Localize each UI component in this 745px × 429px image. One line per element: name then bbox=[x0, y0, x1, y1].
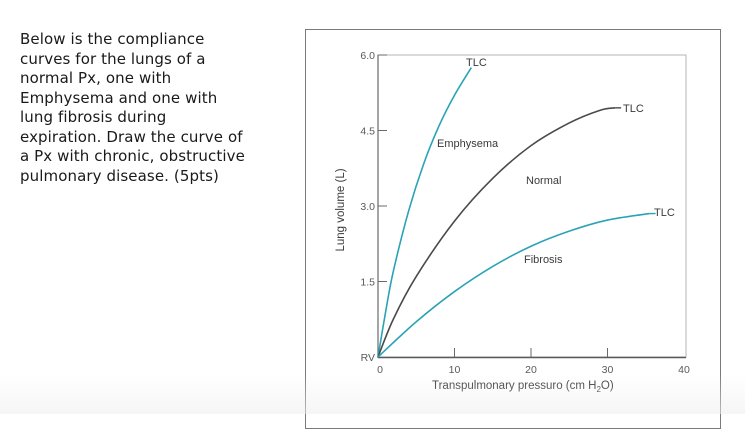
y-ticks: RV 1.5 3.0 4.5 6.0 bbox=[360, 50, 387, 364]
x-tick-label: 10 bbox=[449, 364, 461, 376]
y-tick-label: 1.5 bbox=[360, 277, 375, 289]
curve-emphysema bbox=[377, 67, 473, 358]
x-tick-label: 20 bbox=[525, 364, 537, 376]
y-axis-label: Lung volume (L) bbox=[335, 168, 347, 251]
label-normal: Normal bbox=[526, 175, 561, 187]
y-tick-label: RV bbox=[361, 352, 375, 364]
y-tick-label: 6.0 bbox=[360, 50, 375, 62]
y-tick-label: 4.5 bbox=[360, 126, 375, 138]
label-fibrosis: Fibrosis bbox=[524, 254, 563, 266]
compliance-chart: RV 1.5 3.0 4.5 6.0 0 10 20 30 40 Emphysema Norma… bbox=[335, 50, 690, 394]
x-tick-label: 0 bbox=[377, 364, 383, 376]
x-axis-label: Transpulmonary pressuro (cm H2O) bbox=[432, 380, 614, 394]
plot-area bbox=[377, 54, 687, 358]
x-tick-label: 40 bbox=[678, 364, 690, 376]
tlc-label-normal: TLC bbox=[623, 103, 644, 115]
tlc-label-fibrosis: TLC bbox=[654, 207, 675, 219]
question-text: Below is the compliance curves for the l… bbox=[20, 30, 245, 185]
x-ticks: 0 10 20 30 40 bbox=[377, 348, 690, 376]
x-tick-label: 30 bbox=[602, 364, 614, 376]
label-emphysema: Emphysema bbox=[437, 138, 499, 150]
curves bbox=[377, 67, 656, 358]
y-tick-label: 3.0 bbox=[360, 201, 375, 213]
curve-fibrosis bbox=[377, 212, 650, 358]
figure-frame bbox=[305, 29, 721, 429]
curve-normal bbox=[377, 107, 616, 358]
tlc-label-emphysema: TLC bbox=[466, 57, 487, 69]
